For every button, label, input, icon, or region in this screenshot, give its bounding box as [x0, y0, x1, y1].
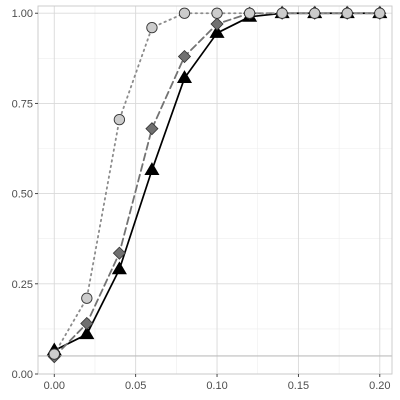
circle-point-5 [211, 7, 223, 19]
diamond-point-3 [145, 122, 159, 136]
circle-point-10 [374, 7, 386, 19]
x-tick-label: 0.20 [369, 380, 390, 392]
y-tick-label: 0.50 [12, 189, 33, 201]
x-tick-label: 0.10 [206, 380, 227, 392]
circle-point-3 [146, 21, 158, 34]
series-layer [46, 5, 388, 364]
diamond-point-5 [210, 17, 224, 31]
diamond-point-2 [112, 246, 126, 260]
circle-point-6 [243, 7, 256, 19]
y-tick-label: 0.25 [12, 279, 33, 291]
axes: 0.00 0.05 0.10 0.15 0.20 0.00 0.25 0.50 0.75 1.00 [12, 8, 391, 392]
diamond-point-4 [177, 49, 192, 64]
grid [38, 6, 392, 375]
circle-point-4 [178, 7, 191, 19]
triangle-point-5 [209, 25, 225, 38]
circle-point-2 [113, 113, 126, 126]
x-tick-label: 0.15 [288, 380, 309, 392]
diamond-point-1 [80, 316, 94, 331]
y-tick-label: 0.00 [12, 369, 33, 381]
circle-point-9 [341, 7, 353, 19]
circle-point-1 [81, 292, 93, 304]
triangle-point-3 [144, 162, 160, 176]
y-tick-label: 0.75 [12, 98, 33, 110]
triangle-point-4 [176, 70, 193, 84]
circle-point-7 [276, 7, 288, 19]
circle-point-0 [48, 348, 60, 360]
x-tick-label: 0.00 [44, 380, 65, 392]
triangle-point-1 [79, 326, 95, 340]
circle-point-8 [309, 7, 321, 19]
plot-panel-border [37, 5, 393, 375]
y-tick-label: 1.00 [12, 8, 33, 20]
triangle-point-2 [111, 261, 127, 275]
x-tick-label: 0.05 [125, 380, 146, 392]
